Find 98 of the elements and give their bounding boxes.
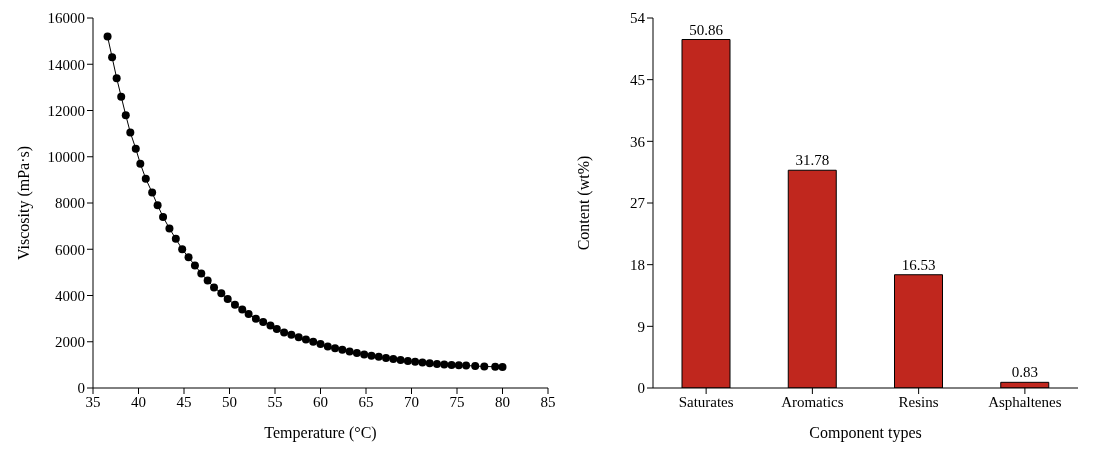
point bbox=[108, 53, 117, 62]
y-axis-title: Viscosity (mPa·s) bbox=[14, 145, 33, 261]
point bbox=[184, 253, 193, 262]
x-tick-label: Saturates bbox=[678, 393, 734, 410]
point bbox=[121, 111, 130, 120]
point bbox=[165, 224, 174, 233]
point bbox=[148, 188, 157, 197]
x-axis-title: Temperature (°C) bbox=[264, 424, 377, 442]
x-tick-label: Aromatics bbox=[781, 393, 844, 410]
y-tick-label: 2000 bbox=[55, 334, 85, 351]
x-tick-label: 70 bbox=[404, 393, 419, 410]
x-tick-label: 50 bbox=[222, 393, 237, 410]
y-tick-label: 45 bbox=[630, 71, 645, 88]
point bbox=[141, 174, 150, 183]
y-tick-label: 0 bbox=[637, 380, 645, 397]
y-tick-label: 14000 bbox=[47, 56, 85, 73]
y-tick-label: 9 bbox=[637, 318, 645, 335]
point bbox=[440, 360, 449, 369]
data-label: 50.86 bbox=[689, 21, 724, 38]
point bbox=[210, 283, 219, 292]
point bbox=[190, 261, 199, 270]
point bbox=[316, 340, 325, 349]
point bbox=[352, 349, 361, 358]
point bbox=[360, 350, 369, 359]
point bbox=[238, 305, 247, 314]
point bbox=[230, 300, 239, 309]
y-tick-label: 6000 bbox=[55, 241, 85, 258]
point bbox=[251, 314, 260, 323]
y-tick-label: 27 bbox=[630, 195, 646, 212]
point bbox=[159, 212, 168, 221]
y-tick-label: 10000 bbox=[47, 149, 85, 166]
point bbox=[153, 201, 162, 210]
y-tick-label: 16000 bbox=[47, 10, 85, 27]
y-tick-label: 12000 bbox=[47, 102, 85, 119]
point bbox=[411, 357, 420, 366]
point bbox=[480, 362, 489, 371]
x-tick-label: 45 bbox=[176, 393, 192, 410]
x-tick-label: 80 bbox=[495, 393, 510, 410]
x-tick-label: Asphaltenes bbox=[988, 393, 1062, 410]
point bbox=[345, 347, 354, 356]
x-axis-title: Component types bbox=[809, 424, 922, 442]
data-label: 16.53 bbox=[901, 256, 936, 273]
point bbox=[244, 310, 253, 318]
point bbox=[498, 362, 507, 371]
point bbox=[425, 359, 434, 368]
x-tick-label: 65 bbox=[358, 393, 374, 410]
point bbox=[301, 335, 310, 344]
point bbox=[287, 330, 296, 339]
point bbox=[471, 362, 480, 371]
y-tick-label: 0 bbox=[77, 380, 85, 397]
point bbox=[103, 32, 112, 41]
point bbox=[266, 321, 275, 330]
point bbox=[117, 92, 126, 101]
point bbox=[131, 144, 140, 153]
point bbox=[112, 74, 121, 83]
y-tick-label: 54 bbox=[630, 10, 646, 27]
point bbox=[403, 356, 412, 365]
x-tick-label: 55 bbox=[267, 393, 283, 410]
point bbox=[382, 353, 391, 362]
point bbox=[367, 351, 376, 360]
point bbox=[203, 276, 212, 285]
x-tick-label: 85 bbox=[540, 393, 556, 410]
x-tick-label: 60 bbox=[313, 393, 328, 410]
point bbox=[294, 333, 303, 342]
point bbox=[374, 352, 383, 361]
point bbox=[454, 361, 463, 370]
data-label: 0.83 bbox=[1011, 364, 1038, 381]
point bbox=[447, 360, 456, 369]
x-tick-label: 40 bbox=[131, 393, 146, 410]
x-tick-label: 35 bbox=[85, 393, 101, 410]
y-tick-label: 36 bbox=[630, 133, 646, 150]
point bbox=[280, 328, 289, 337]
data-label: 31.78 bbox=[795, 152, 830, 169]
point bbox=[491, 362, 500, 371]
point bbox=[331, 344, 340, 353]
point bbox=[462, 361, 471, 370]
point bbox=[323, 342, 332, 351]
y-tick-label: 18 bbox=[630, 256, 645, 273]
point bbox=[418, 358, 427, 367]
point bbox=[389, 355, 398, 364]
y-tick-label: 8000 bbox=[55, 195, 85, 212]
point bbox=[126, 128, 135, 137]
x-tick-label: 75 bbox=[449, 393, 465, 410]
point bbox=[309, 337, 318, 346]
point bbox=[223, 294, 232, 303]
point bbox=[259, 318, 268, 327]
point bbox=[171, 234, 180, 243]
point bbox=[136, 159, 145, 168]
point bbox=[272, 325, 281, 334]
point bbox=[178, 245, 187, 254]
point bbox=[197, 269, 206, 278]
x-tick-label: Resins bbox=[898, 393, 939, 410]
point bbox=[432, 359, 441, 368]
point bbox=[338, 345, 347, 354]
point bbox=[217, 289, 226, 298]
point bbox=[396, 356, 405, 365]
y-tick-label: 4000 bbox=[55, 287, 85, 304]
y-axis-title: Content (wt%) bbox=[574, 155, 593, 251]
